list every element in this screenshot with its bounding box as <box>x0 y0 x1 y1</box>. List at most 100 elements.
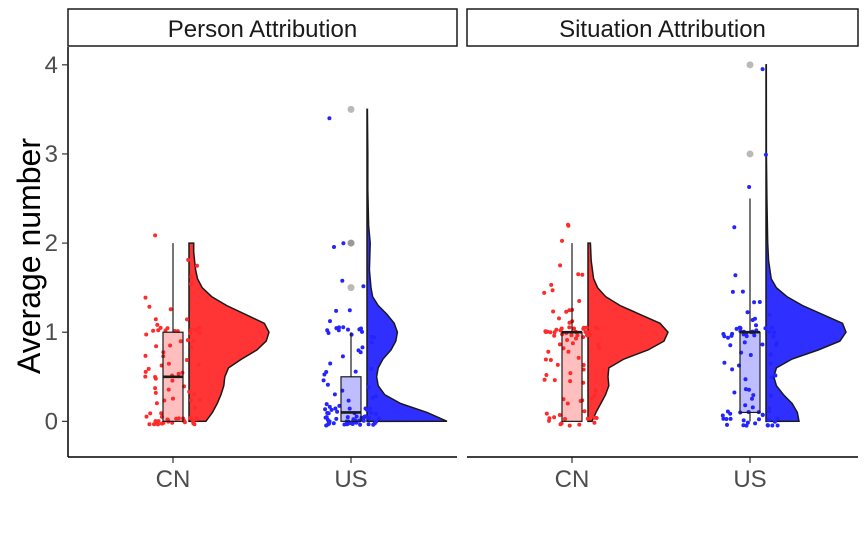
data-point <box>558 263 563 268</box>
data-point <box>197 397 202 402</box>
data-point <box>730 367 735 372</box>
data-point <box>159 411 164 416</box>
x-axes: CN US CN US <box>68 456 858 493</box>
data-point <box>567 423 572 428</box>
data-point <box>154 401 159 406</box>
data-point <box>152 422 156 427</box>
data-point <box>728 411 733 416</box>
data-point <box>332 392 337 397</box>
data-point <box>552 333 557 338</box>
data-point <box>341 241 346 246</box>
y-tick-label: 1 <box>45 319 58 346</box>
data-point <box>188 281 193 286</box>
data-point <box>760 412 765 417</box>
data-point <box>328 361 333 366</box>
data-point <box>327 116 332 121</box>
data-point <box>775 423 780 428</box>
data-point <box>737 325 742 330</box>
box-iqr <box>340 376 362 422</box>
data-point <box>546 349 551 354</box>
x-tick-label: US <box>334 466 367 493</box>
data-point <box>168 307 173 312</box>
data-point <box>148 411 153 416</box>
data-point <box>769 325 774 330</box>
data-point <box>732 225 737 230</box>
data-point <box>548 330 553 335</box>
data-point <box>197 330 202 335</box>
data-point <box>187 389 192 394</box>
data-point <box>581 363 586 367</box>
data-point <box>763 326 768 331</box>
data-point <box>724 417 729 421</box>
data-point <box>585 416 590 421</box>
data-point <box>544 411 549 416</box>
data-point <box>728 343 733 348</box>
box-outlier <box>347 105 355 113</box>
data-point <box>565 338 570 342</box>
data-point <box>583 329 588 334</box>
y-tick-label: 0 <box>45 408 58 435</box>
data-point <box>340 354 345 359</box>
data-point <box>166 361 171 366</box>
data-point <box>733 273 738 278</box>
data-point <box>557 413 562 417</box>
data-point <box>363 406 368 411</box>
group-us <box>321 105 448 428</box>
data-point <box>772 330 777 335</box>
data-point <box>552 415 557 420</box>
data-point <box>566 349 571 354</box>
data-point <box>369 410 374 415</box>
data-point <box>328 319 332 324</box>
density-half-violin <box>587 242 669 423</box>
data-point <box>153 233 158 238</box>
data-point <box>550 288 555 293</box>
data-point <box>569 333 574 338</box>
x-tick-label: CN <box>555 466 590 493</box>
box-outlier <box>746 61 754 69</box>
data-point <box>372 421 377 426</box>
data-point <box>730 331 735 336</box>
data-point <box>369 340 374 345</box>
data-point <box>760 67 765 72</box>
data-point <box>146 366 151 371</box>
data-point <box>353 369 358 374</box>
data-point <box>588 332 593 337</box>
data-point <box>361 284 366 289</box>
data-point <box>195 263 199 268</box>
data-point <box>350 422 355 426</box>
group-cn <box>143 233 270 427</box>
data-point <box>753 316 757 321</box>
data-point <box>340 278 345 283</box>
data-point <box>171 396 175 401</box>
facet-strip-label: Situation Attribution <box>559 16 766 43</box>
box-iqr <box>739 331 761 414</box>
data-point <box>768 352 773 357</box>
data-point <box>595 342 600 347</box>
y-tick-label: 4 <box>45 52 58 79</box>
data-point <box>341 325 346 330</box>
y-axis: 0 1 2 3 4 <box>45 47 69 457</box>
box-outlier <box>347 284 355 292</box>
data-point <box>347 308 352 313</box>
box-iqr <box>561 331 583 422</box>
data-point <box>153 317 158 322</box>
data-point <box>543 329 548 334</box>
facet-strips: Person Attribution Situation Attribution <box>67 8 859 47</box>
data-point <box>189 327 194 332</box>
data-point <box>144 332 149 337</box>
data-point <box>767 409 772 414</box>
data-point <box>767 330 772 334</box>
data-point <box>192 392 197 397</box>
data-point <box>176 371 181 376</box>
data-point <box>143 353 148 358</box>
data-point <box>359 326 363 331</box>
data-point <box>745 420 750 425</box>
data-point <box>147 304 152 309</box>
data-point <box>153 376 158 381</box>
data-point <box>584 325 589 330</box>
data-point <box>754 323 758 328</box>
data-point <box>725 422 729 427</box>
data-point <box>765 423 770 428</box>
data-point <box>767 406 772 411</box>
data-point <box>752 300 757 305</box>
